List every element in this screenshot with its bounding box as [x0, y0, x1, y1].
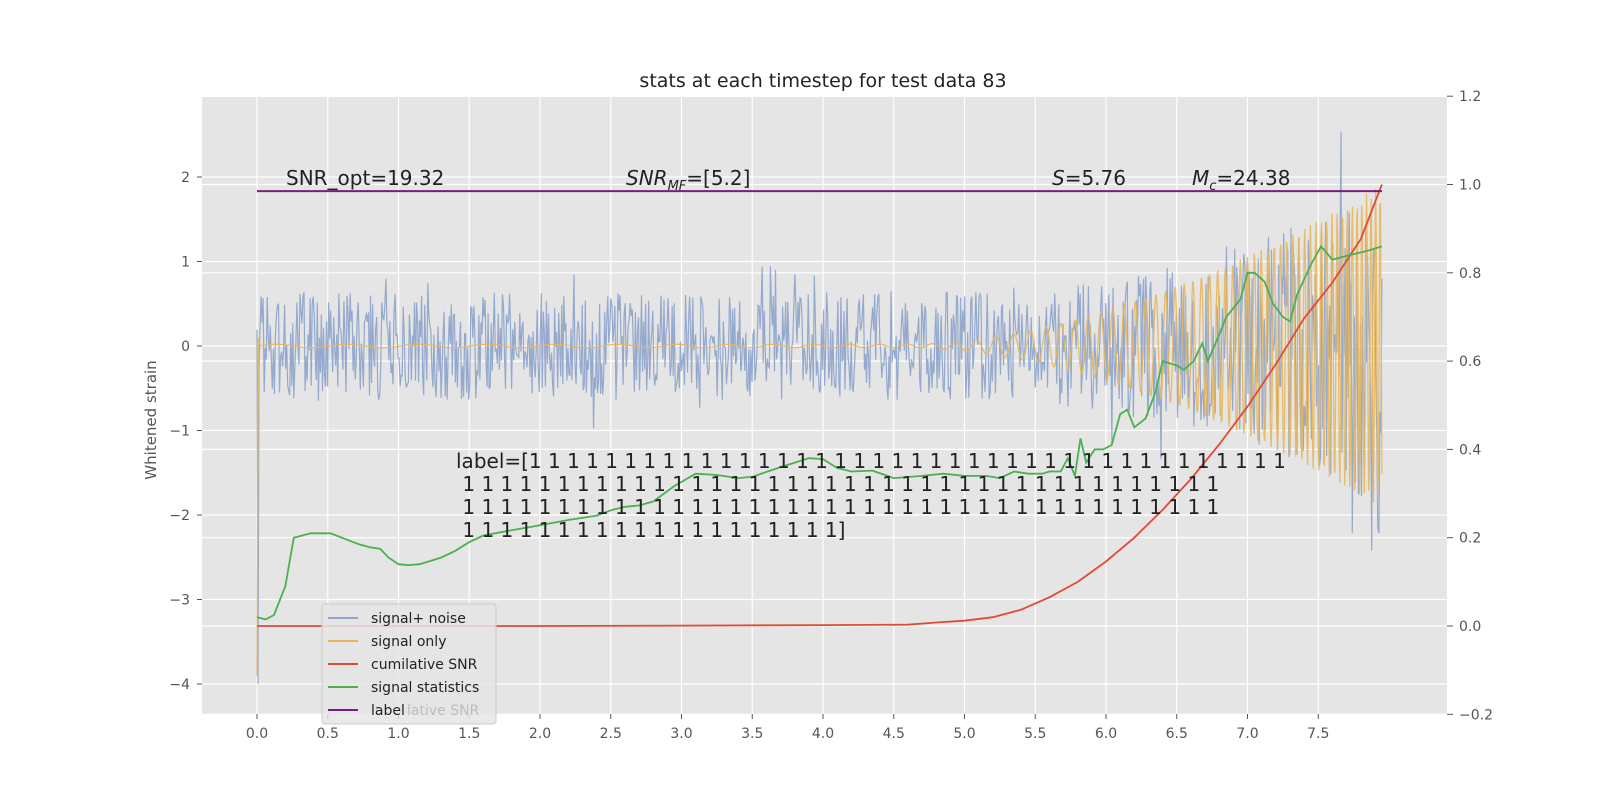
s-var: S: [1052, 166, 1065, 190]
x-tick-label: 0.0: [246, 726, 268, 742]
chart-title: stats at each timestep for test data 83: [639, 70, 1006, 92]
snr-trace: [257, 184, 1383, 627]
mc-sub: c: [1209, 179, 1216, 194]
label-line: 1 1 1 1 1 1 1 1 1 1 1 1 1 1 1 1 1 1 1 1 …: [456, 472, 1219, 496]
x-tick-label: 4.0: [812, 726, 834, 742]
y-tick-label: −2: [169, 508, 190, 524]
x-tick-label: 5.0: [953, 726, 975, 742]
x-tick-label: 4.5: [883, 726, 905, 742]
x-axis-ticks: 0.0 0.5 1.0 1.5 2.0 2.5 3.0 3.5 4.0 4.5 5.0 5.5 6.0 6…: [246, 714, 1329, 742]
x-tick-label: 7.5: [1307, 726, 1329, 742]
series-cumulative-snr: [257, 184, 1383, 627]
x-tick-label: 7.0: [1236, 726, 1258, 742]
statistics-trace: [256, 244, 1383, 621]
y-tick-label: −3: [169, 593, 190, 609]
y2-tick-label: 0.4: [1459, 442, 1481, 458]
x-tick-label: 6.5: [1166, 726, 1188, 742]
y-axis-label: Whitened strain: [142, 360, 160, 479]
y-tick-label: −4: [169, 677, 190, 693]
y-tick-label: 2: [181, 170, 190, 186]
x-tick-label: 1.5: [458, 726, 480, 742]
x-tick-label: 0.5: [317, 726, 339, 742]
legend: signal+ noise signal only cumilative SNR…: [321, 603, 497, 725]
signal-trace: [256, 188, 1383, 676]
annotation-mc: Mc=24.38: [1192, 166, 1290, 194]
x-tick-label: 2.0: [529, 726, 551, 742]
snr-mf-sub: MF: [668, 179, 687, 194]
noise-trace: [256, 132, 1383, 685]
legend-ghost-text: lative SNR: [407, 703, 480, 719]
series-signal-statistics: [256, 244, 1383, 621]
annotation-snr-mf: SNRMF=[5.2]: [626, 166, 750, 194]
x-tick-label: 3.0: [670, 726, 692, 742]
series-signal-plus-noise: [256, 132, 1383, 685]
series-signal-only: [256, 188, 1383, 676]
legend-label-snr: cumilative SNR: [371, 657, 478, 673]
annotation-snr-opt: SNR_opt=19.32: [286, 166, 444, 190]
label-line: 1 1 1 1 1 1 1 1 1 1 1 1 1 1 1 1 1 1 1 1 …: [456, 495, 1219, 519]
x-tick-label: 1.0: [387, 726, 409, 742]
annotation-s: S=5.76: [1052, 166, 1126, 190]
legend-label-noise: signal+ noise: [371, 611, 466, 627]
y2-tick-label: 0.6: [1459, 354, 1481, 370]
snr-mf-value: =[5.2]: [686, 166, 750, 190]
y-tick-label: −1: [169, 424, 190, 440]
y-tick-label: 0: [181, 339, 190, 355]
legend-box: [321, 603, 497, 725]
label-line: label=[1 1 1 1 1 1 1 1 1 1 1 1 1 1 1 1 1…: [456, 449, 1286, 473]
legend-label-stat: signal statistics: [371, 680, 479, 696]
y2-tick-label: −0.2: [1459, 707, 1493, 723]
y-axis-ticks: 2 1 0 −1 −2 −3 −4: [169, 170, 202, 693]
y2-tick-label: 0.2: [1459, 531, 1481, 547]
legend-label-signal: signal only: [371, 634, 446, 650]
y2-tick-label: 0.8: [1459, 266, 1481, 282]
x-tick-label: 3.5: [741, 726, 763, 742]
y2-tick-label: 1.2: [1459, 89, 1481, 105]
x-tick-label: 6.0: [1095, 726, 1117, 742]
y2-axis-ticks: 1.2 1.0 0.8 0.6 0.4 0.2 0.0 −0.2: [1447, 89, 1493, 723]
mc-value: =24.38: [1216, 166, 1290, 190]
y2-tick-label: 0.0: [1459, 619, 1481, 635]
x-tick-label: 5.5: [1024, 726, 1046, 742]
x-tick-label: 2.5: [600, 726, 622, 742]
legend-label-label: label: [371, 703, 405, 719]
annotation-label-array: label=[1 1 1 1 1 1 1 1 1 1 1 1 1 1 1 1 1…: [456, 449, 1286, 542]
mc-var: M: [1192, 166, 1209, 190]
y-tick-label: 1: [181, 255, 190, 271]
snr-mf-var: SNR: [626, 166, 668, 190]
y2-tick-label: 1.0: [1459, 178, 1481, 194]
s-value: =5.76: [1065, 166, 1126, 190]
label-line: 1 1 1 1 1 1 1 1 1 1 1 1 1 1 1 1 1 1 1 1]: [456, 518, 845, 542]
